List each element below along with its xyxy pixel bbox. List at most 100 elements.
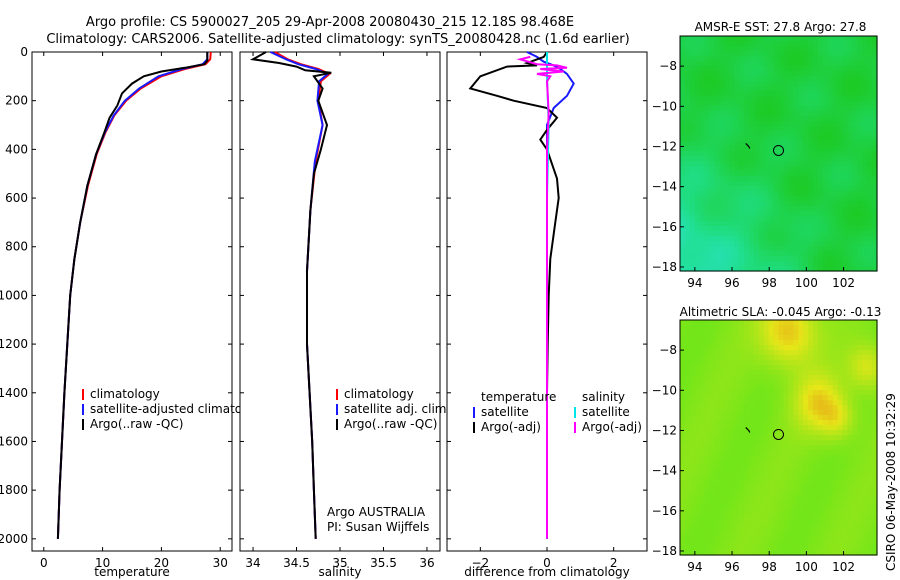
- heatmap-cell: [739, 460, 745, 466]
- heatmap-cell: [734, 136, 740, 142]
- heatmap-cell: [857, 196, 863, 202]
- heatmap-cell: [734, 330, 740, 336]
- heatmap-cell: [694, 86, 701, 92]
- heatmap-cell: [817, 136, 824, 142]
- heatmap-cell: [867, 540, 873, 546]
- heatmap-cell: [709, 480, 716, 486]
- heatmap-cell: [699, 151, 706, 157]
- heatmap-cell: [857, 455, 863, 461]
- heatmap-cell: [763, 226, 770, 232]
- heatmap-cell: [793, 510, 799, 516]
- heatmap-cell: [680, 410, 686, 416]
- heatmap-cell: [763, 266, 770, 272]
- heatmap-cell: [680, 86, 686, 92]
- heatmap-cell: [842, 480, 849, 486]
- heatmap-cell: [822, 266, 829, 272]
- heatmap-cell: [739, 475, 745, 481]
- heatmap-cell: [729, 340, 735, 346]
- heatmap-cell: [699, 216, 706, 222]
- heatmap-cell: [817, 470, 824, 476]
- heatmap-cell: [852, 425, 858, 431]
- heatmap-cell: [862, 201, 868, 207]
- heatmap-cell: [822, 211, 829, 217]
- heatmap-cell: [704, 91, 711, 97]
- heatmap-cell: [817, 201, 824, 207]
- heatmap-cell: [753, 370, 760, 376]
- heatmap-cell: [837, 151, 844, 157]
- heatmap-cell: [857, 236, 863, 242]
- heatmap-cell: [778, 320, 785, 326]
- heatmap-cell: [758, 216, 765, 222]
- heatmap-cell: [832, 256, 839, 262]
- map-frame: [679, 35, 878, 272]
- heatmap-cell: [699, 226, 706, 232]
- heatmap-cell: [778, 191, 785, 197]
- heatmap-cell: [783, 261, 789, 267]
- heatmap-cell: [709, 355, 716, 361]
- heatmap-cell: [798, 450, 804, 456]
- heatmap-cell: [729, 181, 735, 187]
- heatmap-cell: [817, 405, 824, 411]
- heatmap-cell: [778, 425, 785, 431]
- heatmap-cell: [744, 216, 750, 222]
- heatmap-cell: [739, 151, 745, 157]
- heatmap-cell: [827, 201, 834, 207]
- heatmap-cell: [699, 415, 706, 421]
- heatmap-cell: [744, 400, 750, 406]
- heatmap-cell: [812, 171, 819, 177]
- heatmap-cell: [763, 515, 770, 521]
- heatmap-cell: [832, 455, 839, 461]
- heatmap-cell: [793, 390, 799, 396]
- heatmap-cell: [867, 340, 873, 346]
- heatmap-cell: [739, 181, 745, 187]
- heatmap-cell: [793, 121, 799, 127]
- heatmap-cell: [803, 325, 809, 331]
- heatmap-cell: [798, 360, 804, 366]
- heatmap-cell: [684, 246, 691, 252]
- heatmap-cell: [694, 266, 701, 272]
- heatmap-cell: [847, 116, 853, 122]
- heatmap-cell: [798, 500, 804, 506]
- heatmap-cell: [694, 320, 701, 326]
- heatmap-cell: [734, 86, 740, 92]
- heatmap-cell: [744, 360, 750, 366]
- heatmap-cell: [872, 540, 878, 546]
- heatmap-cell: [739, 405, 745, 411]
- heatmap-cell: [783, 445, 789, 451]
- heatmap-cell: [872, 325, 878, 331]
- heatmap-cell: [744, 480, 750, 486]
- heatmap-cell: [744, 116, 750, 122]
- heatmap-cell: [867, 221, 873, 227]
- heatmap-cell: [734, 226, 740, 232]
- heatmap-cell: [680, 216, 686, 222]
- heatmap-cell: [753, 51, 760, 57]
- heatmap-cell: [852, 256, 858, 262]
- heatmap-cell: [808, 430, 814, 436]
- heatmap-cell: [724, 320, 730, 326]
- heatmap-cell: [709, 400, 716, 406]
- heatmap-cell: [704, 385, 711, 391]
- heatmap-cell: [788, 535, 794, 541]
- heatmap-cell: [827, 156, 834, 162]
- heatmap-cell: [817, 246, 824, 252]
- heatmap-cell: [783, 480, 789, 486]
- heatmap-cell: [744, 66, 750, 72]
- heatmap-cell: [714, 380, 720, 386]
- heatmap-cell: [837, 430, 844, 436]
- heatmap-cell: [729, 510, 735, 516]
- heatmap-cell: [753, 36, 760, 42]
- heatmap-cell: [793, 111, 799, 117]
- heatmap-cell: [867, 211, 873, 217]
- heatmap-cell: [709, 201, 716, 207]
- heatmap-cell: [852, 475, 858, 481]
- heatmap-cell: [837, 550, 844, 556]
- heatmap-cell: [758, 340, 765, 346]
- heatmap-cell: [837, 51, 844, 57]
- heatmap-cell: [684, 510, 691, 516]
- heatmap-cell: [768, 146, 775, 152]
- heatmap-cell: [837, 76, 844, 82]
- heatmap-cell: [852, 76, 858, 82]
- heatmap-cell: [857, 465, 863, 471]
- heatmap-cell: [704, 475, 711, 481]
